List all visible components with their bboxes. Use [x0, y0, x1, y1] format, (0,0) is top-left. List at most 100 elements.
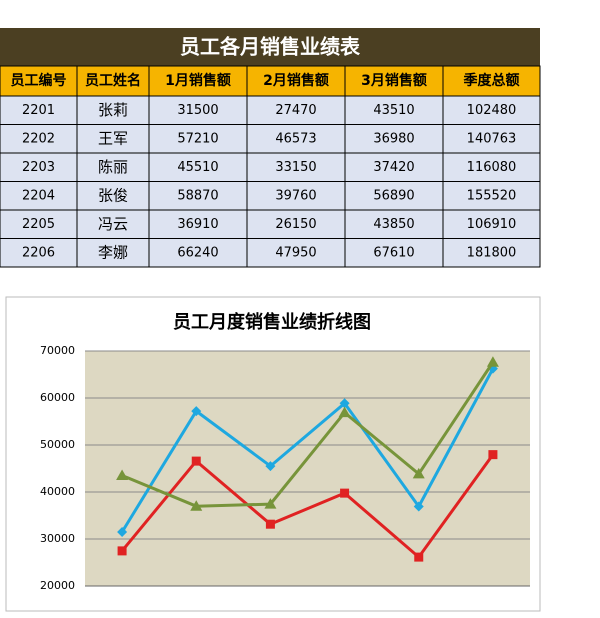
- cell-text: 102480: [467, 103, 517, 118]
- cell: [442, 95, 541, 125]
- cell: [344, 238, 444, 268]
- cell-text: 2203: [22, 160, 55, 175]
- cell-text: 2205: [22, 217, 55, 232]
- cell: [442, 181, 541, 211]
- series-line: [120, 453, 495, 560]
- cell-text: 2206: [22, 245, 55, 260]
- cell-text: 43510: [373, 103, 414, 118]
- cell: [344, 95, 444, 125]
- cell: [148, 124, 248, 154]
- y-tick-label: 30000: [40, 532, 75, 545]
- marker: [265, 461, 276, 472]
- marker: [190, 500, 203, 511]
- cell-text: 106910: [467, 217, 517, 232]
- cell: [246, 124, 346, 154]
- cell-text: 2202: [22, 131, 55, 146]
- cell-text: 181800: [467, 245, 517, 260]
- marker: [486, 356, 499, 367]
- cell-text: 47950: [275, 245, 316, 260]
- cell: [344, 209, 444, 239]
- cell: [442, 209, 541, 239]
- marker: [339, 398, 350, 409]
- cell-text: 陈丽: [98, 158, 128, 176]
- header-cell: [246, 65, 346, 97]
- marker: [414, 552, 424, 562]
- cell-text: 36910: [177, 217, 218, 232]
- cell-text: 66240: [177, 245, 218, 260]
- cell: [246, 95, 346, 125]
- cell: [148, 238, 248, 268]
- y-tick-label: 70000: [40, 344, 75, 357]
- marker: [116, 469, 129, 481]
- cell-text: 58870: [177, 188, 218, 203]
- marker: [488, 450, 498, 460]
- cell: [76, 181, 150, 211]
- marker: [413, 501, 424, 512]
- cell-text: 2204: [22, 188, 55, 203]
- cell-text: 李娜: [98, 243, 128, 261]
- cell-text: 37420: [373, 160, 414, 175]
- marker: [412, 467, 425, 479]
- header-cell: [344, 65, 444, 97]
- series-line: [121, 361, 495, 508]
- marker: [338, 406, 351, 418]
- cell: [344, 152, 444, 182]
- header-text: 员工姓名: [85, 72, 141, 89]
- cell-text: 46573: [275, 131, 316, 146]
- cell: [344, 181, 444, 211]
- cell: [0, 95, 78, 125]
- series-line: [120, 367, 495, 533]
- cell: [0, 209, 78, 239]
- cell: [76, 95, 150, 125]
- header-text: 3月销售额: [361, 72, 427, 89]
- plot-area: [85, 351, 530, 586]
- cell: [76, 124, 150, 154]
- chart-title: 员工月度销售业绩折线图: [173, 311, 371, 333]
- cell: [148, 152, 248, 182]
- marker: [265, 519, 275, 529]
- cell-text: 36980: [373, 131, 414, 146]
- marker: [117, 546, 127, 556]
- cell-text: 43850: [373, 217, 414, 232]
- marker: [264, 498, 277, 509]
- cell-text: 67610: [373, 245, 414, 260]
- cell-text: 140763: [467, 131, 517, 146]
- header-text: 2月销售额: [263, 72, 329, 89]
- header-cell: [76, 65, 150, 97]
- header-text: 员工编号: [11, 72, 67, 89]
- y-tick-label: 20000: [40, 579, 75, 592]
- cell: [148, 209, 248, 239]
- cell-text: 33150: [275, 160, 316, 175]
- table-title-bar: [0, 28, 540, 66]
- header-text: 季度总额: [463, 72, 520, 89]
- cell: [246, 181, 346, 211]
- cell: [442, 152, 541, 182]
- cell-text: 2201: [22, 103, 55, 118]
- cell-text: 冯云: [98, 215, 128, 233]
- cell-text: 31500: [177, 103, 218, 118]
- cell-text: 26150: [275, 217, 316, 232]
- cell-text: 56890: [373, 188, 414, 203]
- cell: [76, 209, 150, 239]
- cell-text: 39760: [275, 188, 316, 203]
- cell-text: 155520: [467, 188, 517, 203]
- marker: [340, 488, 350, 498]
- header-text: 1月销售额: [165, 72, 231, 89]
- marker: [117, 526, 128, 537]
- marker: [191, 456, 201, 466]
- cell-text: 张俊: [98, 186, 128, 204]
- cell-text: 57210: [177, 131, 218, 146]
- y-tick-label: 40000: [40, 485, 75, 498]
- cell: [0, 124, 78, 154]
- cell: [442, 238, 541, 268]
- header-cell: [442, 65, 541, 97]
- y-tick-label: 60000: [40, 391, 75, 404]
- header-cell: [148, 65, 248, 97]
- table-title: 员工各月销售业绩表: [180, 35, 361, 59]
- cell-text: 116080: [467, 160, 517, 175]
- cell-text: 张莉: [98, 101, 128, 119]
- cell: [0, 181, 78, 211]
- cell: [76, 238, 150, 268]
- cell-text: 27470: [275, 103, 316, 118]
- cell-text: 王军: [98, 129, 128, 147]
